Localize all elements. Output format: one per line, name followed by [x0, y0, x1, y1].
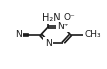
Text: N: N [45, 39, 52, 48]
Text: CH₃: CH₃ [85, 30, 101, 39]
Text: N⁺: N⁺ [57, 22, 69, 31]
Text: O⁻: O⁻ [64, 13, 76, 22]
Text: H₂N: H₂N [42, 13, 61, 23]
Text: N: N [15, 30, 22, 39]
